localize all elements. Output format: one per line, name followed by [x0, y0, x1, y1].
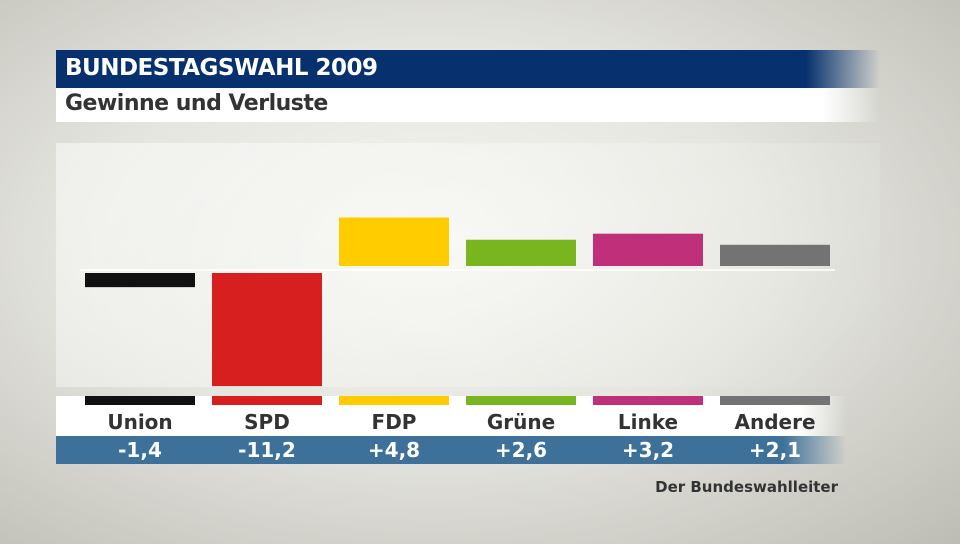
color-key-andere: [720, 396, 830, 405]
category-label: FDP: [371, 410, 417, 434]
color-key-spd: [212, 396, 322, 405]
value-label-bar: [56, 436, 846, 464]
category-label: Grüne: [486, 410, 556, 434]
bar-union: [85, 273, 195, 288]
color-key-grüne: [466, 396, 576, 405]
title-bar: BUNDESTAGSWAHL 2009: [56, 50, 880, 88]
chart-title: BUNDESTAGSWAHL 2009: [65, 55, 378, 81]
value-label: +2,1: [748, 438, 802, 462]
category-label: SPD: [244, 410, 290, 434]
color-key-linke: [593, 396, 703, 405]
color-key-union: [85, 396, 195, 405]
category-label: Union: [107, 410, 173, 434]
bar-fdp: [339, 217, 449, 266]
bar-andere: [720, 244, 830, 266]
source-label: Der Bundeswahlleiter: [655, 478, 838, 496]
category-label: Andere: [734, 410, 816, 434]
value-label: +3,2: [621, 438, 675, 462]
bar-spd: [212, 273, 322, 387]
value-label: -1,4: [118, 438, 162, 462]
value-label: +2,6: [494, 438, 548, 462]
subtitle-bar: Gewinne und Verluste: [56, 88, 880, 122]
value-label: -11,2: [238, 438, 296, 462]
category-label: Linke: [617, 410, 679, 434]
color-key-fdp: [339, 396, 449, 405]
bar-linke: [593, 233, 703, 266]
chart-subtitle: Gewinne und Verluste: [65, 91, 328, 116]
value-label: +4,8: [367, 438, 421, 462]
bar-grüne: [466, 239, 576, 266]
